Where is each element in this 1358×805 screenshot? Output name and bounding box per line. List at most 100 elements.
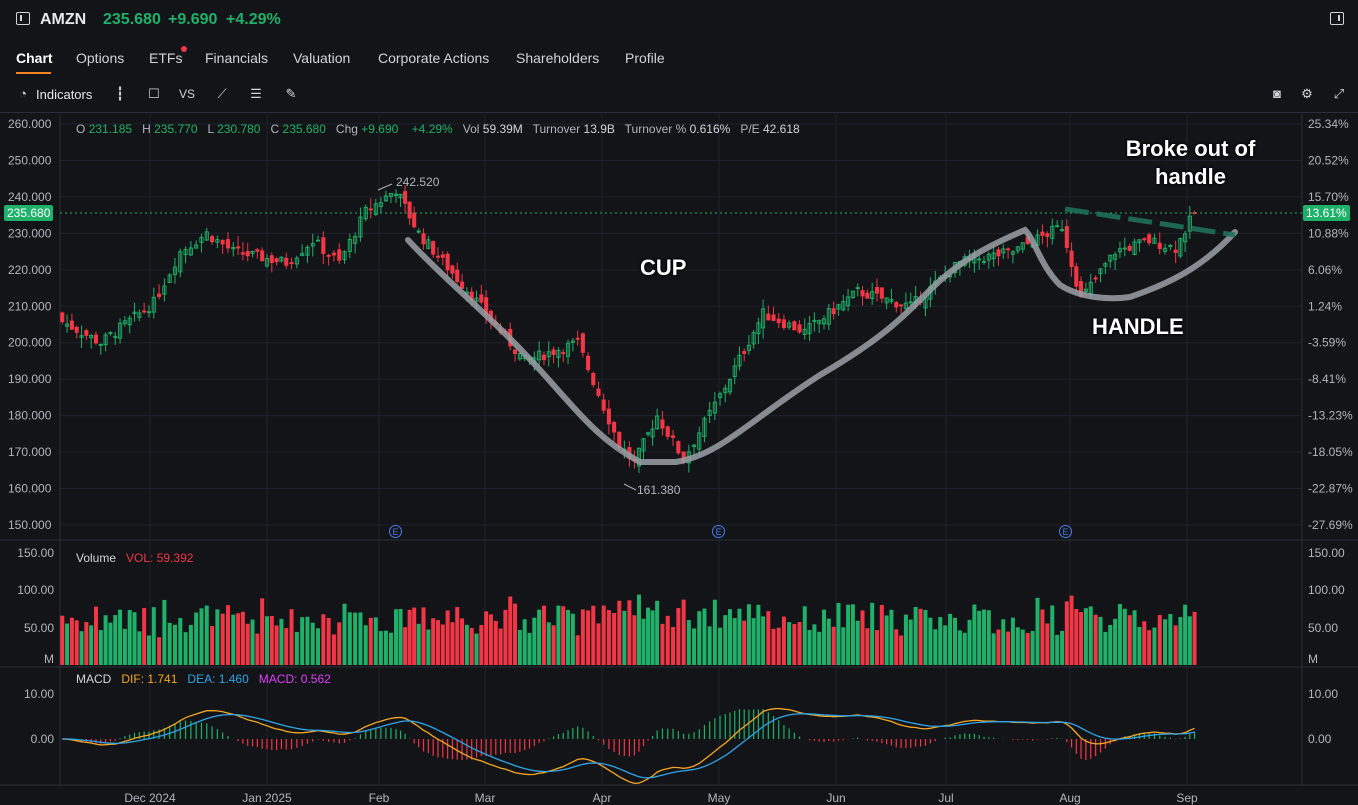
candle-body	[1122, 247, 1127, 250]
volume-bar	[766, 611, 771, 665]
volume-bar	[918, 608, 923, 665]
volume-bar	[807, 630, 812, 665]
candle-body	[781, 319, 786, 329]
candle-body	[1098, 268, 1103, 275]
candle-body	[660, 419, 665, 429]
main-tabs: Chart Options ETFs Financials Valuation …	[0, 44, 1358, 74]
earnings-marker[interactable]: E	[389, 525, 402, 538]
earnings-marker[interactable]: E	[1059, 525, 1072, 538]
candle-body	[122, 320, 127, 325]
tab-etfs[interactable]: ETFs	[149, 50, 183, 66]
candle-body	[305, 246, 310, 256]
volume-bar	[636, 594, 641, 665]
price-tick-label: 220.000	[8, 263, 52, 277]
volume-bar	[337, 622, 342, 665]
volume-bar	[933, 629, 938, 665]
draw-pen-icon[interactable]: ✎	[285, 86, 297, 101]
collapse-panel-icon[interactable]	[1330, 12, 1344, 25]
volume-bar	[1183, 604, 1188, 665]
candle-body	[146, 311, 152, 314]
volume-bar	[178, 618, 183, 665]
volume-bar	[103, 615, 108, 665]
candle-body	[812, 319, 817, 323]
volume-bar	[527, 632, 532, 665]
quote-header: AMZN 235.680 +9.690 +4.29%	[0, 0, 1358, 40]
price-tick-label: 180.000	[8, 409, 52, 423]
fullscreen-icon[interactable]: ⤢	[1333, 86, 1345, 101]
volume-bar	[1178, 617, 1183, 665]
candle-body	[194, 244, 199, 249]
volume-bar	[84, 622, 89, 665]
candle-body	[137, 312, 142, 318]
volume-bar	[294, 631, 299, 665]
sidebar-toggle-icon[interactable]	[16, 12, 30, 25]
volume-bar	[556, 605, 561, 665]
line-chart-icon[interactable]: ⟋	[217, 86, 227, 101]
tab-options[interactable]: Options	[76, 50, 125, 66]
volume-bar	[398, 608, 403, 665]
breakout-annotation-line2: handle	[1155, 164, 1226, 189]
volume-bar	[781, 616, 786, 665]
tab-valuation[interactable]: Valuation	[293, 50, 351, 66]
volume-bar	[172, 624, 177, 665]
volume-tick-label: 150.00	[1308, 546, 1345, 560]
settings-gear-icon[interactable]: ⚙	[1301, 86, 1313, 101]
tab-corporate-actions[interactable]: Corporate Actions	[378, 50, 490, 66]
price-change: +9.690	[168, 11, 218, 28]
camera-icon[interactable]: ◙	[1273, 86, 1281, 101]
volume-bar	[865, 628, 870, 665]
volume-bar	[575, 635, 580, 665]
volume-bar	[1187, 616, 1192, 665]
volume-bar	[373, 617, 378, 665]
volume-bar	[445, 610, 450, 665]
vs-compare-button[interactable]: VS	[178, 87, 195, 101]
candle-body	[826, 308, 831, 325]
percent-tick-label: 20.52%	[1308, 153, 1349, 167]
candle-body	[1113, 254, 1118, 260]
volume-bar	[957, 630, 962, 665]
volume-bar	[665, 615, 670, 665]
volume-bar	[879, 604, 884, 665]
candle-body	[802, 328, 807, 335]
candle-body	[264, 257, 270, 267]
volume-bar	[113, 615, 118, 665]
breakout-trendline	[1064, 206, 1236, 238]
tab-profile[interactable]: Profile	[625, 50, 665, 66]
price-tick-label: 190.000	[8, 372, 52, 386]
volume-bar	[596, 623, 601, 665]
rectangle-icon[interactable]: ☐	[148, 86, 160, 101]
indicators-button[interactable]: Indicators	[36, 87, 93, 102]
list-icon[interactable]: ☰	[250, 86, 262, 101]
volume-bar	[1137, 626, 1142, 665]
candle-body	[315, 239, 321, 242]
volume-bar	[1088, 606, 1093, 665]
volume-bar	[484, 611, 489, 665]
volume-bar	[826, 618, 831, 665]
candle-body	[855, 287, 860, 290]
candle-body	[977, 258, 982, 261]
candle-body	[1162, 247, 1168, 252]
volume-bar	[416, 623, 421, 665]
candle-body	[586, 355, 591, 371]
candle-body	[556, 350, 561, 358]
volume-bar	[412, 607, 417, 665]
volume-bar	[1093, 614, 1098, 665]
candlestick-icon[interactable]: ┇	[116, 86, 124, 101]
time-tick-label: Dec 2024	[124, 791, 176, 805]
volume-bar	[836, 602, 841, 665]
volume-bar	[426, 629, 431, 665]
indicators-icon[interactable]: ◔	[19, 86, 27, 101]
volume-bar	[1103, 631, 1108, 665]
volume-bar	[617, 600, 622, 665]
candle-body	[474, 297, 479, 302]
tab-financials[interactable]: Financials	[205, 50, 269, 66]
price-change-percent: +4.29%	[226, 11, 281, 28]
tab-shareholders[interactable]: Shareholders	[516, 50, 600, 66]
candle-body	[250, 250, 255, 254]
earnings-marker[interactable]: E	[712, 525, 725, 538]
candle-body	[269, 255, 274, 263]
volume-bar	[435, 620, 440, 665]
tab-chart[interactable]: Chart	[16, 50, 53, 66]
candle-body	[580, 333, 585, 353]
